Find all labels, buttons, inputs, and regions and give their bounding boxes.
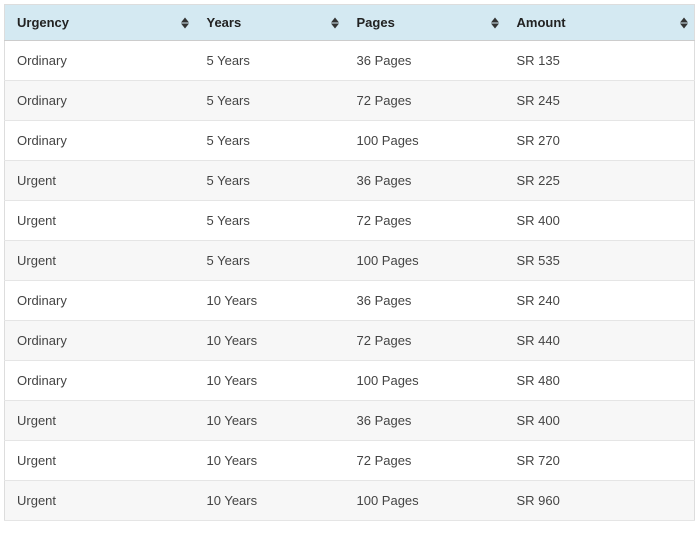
table-cell: 36 Pages — [345, 281, 505, 321]
table-cell: 72 Pages — [345, 441, 505, 481]
table-cell: 36 Pages — [345, 41, 505, 81]
table-row: Ordinary5 Years72 PagesSR 245 — [5, 81, 695, 121]
table-row: Urgent10 Years100 PagesSR 960 — [5, 481, 695, 521]
table-header: Urgency Years Pages Amount — [5, 5, 695, 41]
column-header[interactable]: Urgency — [5, 5, 195, 41]
table-row: Ordinary5 Years100 PagesSR 270 — [5, 121, 695, 161]
table-row: Urgent5 Years100 PagesSR 535 — [5, 241, 695, 281]
table-cell: 72 Pages — [345, 201, 505, 241]
table-cell: Urgent — [5, 441, 195, 481]
table-cell: SR 225 — [505, 161, 695, 201]
table-cell: 36 Pages — [345, 401, 505, 441]
table-row: Urgent10 Years36 PagesSR 400 — [5, 401, 695, 441]
table-cell: SR 400 — [505, 201, 695, 241]
table-row: Ordinary10 Years72 PagesSR 440 — [5, 321, 695, 361]
table-cell: Urgent — [5, 241, 195, 281]
table-cell: 10 Years — [195, 481, 345, 521]
table-cell: 100 Pages — [345, 121, 505, 161]
table-cell: Urgent — [5, 401, 195, 441]
column-header[interactable]: Years — [195, 5, 345, 41]
table-cell: Ordinary — [5, 281, 195, 321]
table-cell: SR 720 — [505, 441, 695, 481]
table-cell: SR 400 — [505, 401, 695, 441]
table-cell: 5 Years — [195, 241, 345, 281]
table-cell: Urgent — [5, 201, 195, 241]
sort-icon — [331, 17, 339, 28]
table-cell: SR 240 — [505, 281, 695, 321]
table-row: Ordinary5 Years36 PagesSR 135 — [5, 41, 695, 81]
table-cell: SR 960 — [505, 481, 695, 521]
table-cell: SR 270 — [505, 121, 695, 161]
table-cell: Ordinary — [5, 41, 195, 81]
table-cell: 10 Years — [195, 401, 345, 441]
column-header[interactable]: Pages — [345, 5, 505, 41]
column-label: Pages — [357, 15, 395, 30]
table-cell: 10 Years — [195, 361, 345, 401]
table-cell: 5 Years — [195, 161, 345, 201]
table-cell: Ordinary — [5, 121, 195, 161]
table-cell: 100 Pages — [345, 481, 505, 521]
table-cell: Ordinary — [5, 321, 195, 361]
table-row: Ordinary10 Years36 PagesSR 240 — [5, 281, 695, 321]
column-header[interactable]: Amount — [505, 5, 695, 41]
table-cell: SR 535 — [505, 241, 695, 281]
sort-icon — [680, 17, 688, 28]
table-cell: 10 Years — [195, 281, 345, 321]
table-cell: Ordinary — [5, 81, 195, 121]
table-cell: 5 Years — [195, 41, 345, 81]
table-cell: Ordinary — [5, 361, 195, 401]
table-cell: SR 245 — [505, 81, 695, 121]
table-cell: 5 Years — [195, 201, 345, 241]
table-row: Urgent5 Years36 PagesSR 225 — [5, 161, 695, 201]
table-cell: Urgent — [5, 481, 195, 521]
sort-icon — [491, 17, 499, 28]
sort-icon — [181, 17, 189, 28]
column-label: Urgency — [17, 15, 69, 30]
table-cell: SR 135 — [505, 41, 695, 81]
table-cell: 72 Pages — [345, 321, 505, 361]
column-label: Years — [207, 15, 242, 30]
table-cell: 5 Years — [195, 121, 345, 161]
table-cell: 5 Years — [195, 81, 345, 121]
table-cell: Urgent — [5, 161, 195, 201]
table-body: Ordinary5 Years36 PagesSR 135Ordinary5 Y… — [5, 41, 695, 521]
table-row: Urgent5 Years72 PagesSR 400 — [5, 201, 695, 241]
table-row: Ordinary10 Years100 PagesSR 480 — [5, 361, 695, 401]
table-cell: SR 480 — [505, 361, 695, 401]
table-cell: 100 Pages — [345, 241, 505, 281]
pricing-table: UrgencyYearsPagesAmount Ordinary5 Years3… — [4, 4, 695, 521]
table-cell: 100 Pages — [345, 361, 505, 401]
header-row: Urgency Years Pages Amount — [5, 5, 695, 41]
table-cell: 36 Pages — [345, 161, 505, 201]
table-cell: SR 440 — [505, 321, 695, 361]
table-cell: 10 Years — [195, 441, 345, 481]
table-cell: 10 Years — [195, 321, 345, 361]
table-row: Urgent10 Years72 PagesSR 720 — [5, 441, 695, 481]
table-cell: 72 Pages — [345, 81, 505, 121]
column-label: Amount — [517, 15, 566, 30]
